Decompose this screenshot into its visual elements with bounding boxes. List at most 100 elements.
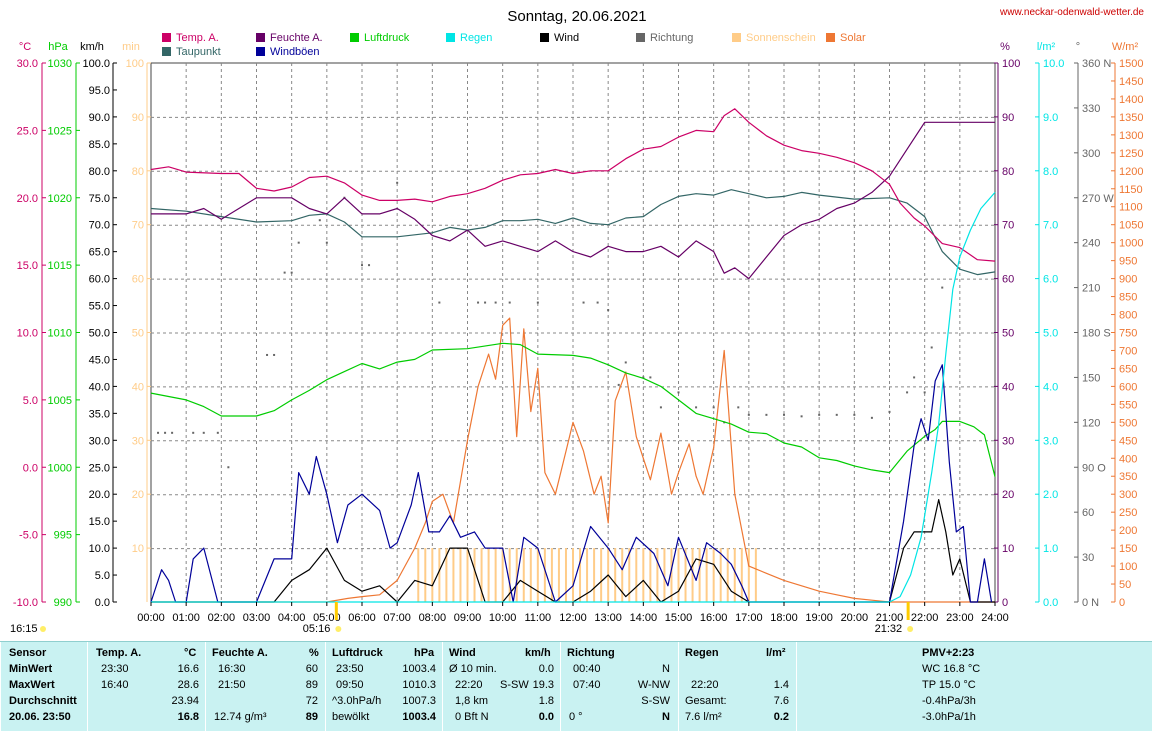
direction-point — [906, 391, 909, 394]
stats-temp-unit: °C — [184, 647, 197, 659]
weather-chart: Sonntag, 20.06.2021 www.neckar-odenwald-… — [10, 7, 1144, 635]
direction-point — [297, 241, 300, 244]
series-line — [151, 192, 996, 603]
tick-label-wind: 65.0 — [89, 247, 110, 259]
legend-swatch — [256, 33, 265, 42]
direction-point — [800, 415, 803, 418]
tick-label-rain: 1.0 — [1043, 543, 1058, 555]
tick-label-wind: 35.0 — [89, 408, 110, 420]
stats-direction-header: Richtung — [567, 647, 615, 659]
stats-row-label: Durchschnitt — [9, 695, 77, 707]
stats-pressure-max: 1010.3 — [402, 679, 436, 691]
direction-point — [930, 346, 933, 349]
series-line — [150, 189, 996, 276]
legend-swatch — [350, 33, 359, 42]
direction-point — [888, 410, 891, 413]
axis-unit-label: l/m² — [1037, 41, 1056, 53]
stats-pressure-unit: hPa — [414, 647, 435, 659]
legend-swatch — [256, 47, 265, 56]
tick-label-humidity: 80 — [1002, 166, 1014, 178]
tick-label-solar: 1000 — [1119, 238, 1143, 250]
stats-humidity-header: Feuchte A. — [212, 647, 268, 659]
tick-label-sunshine: 80 — [132, 166, 144, 178]
tick-label-solar: 1250 — [1119, 148, 1143, 160]
stats-row-label: MinWert — [9, 663, 53, 675]
tick-label-solar: 900 — [1119, 274, 1137, 286]
tick-label-solar: 1500 — [1119, 58, 1143, 70]
stats-temp-min-time: 23:30 — [101, 663, 129, 675]
direction-point — [290, 271, 293, 274]
stats-wind-max-time: 22:20 — [455, 679, 483, 691]
stats-row-label: MaxWert — [9, 679, 55, 691]
tick-label-pressure: 990 — [54, 597, 72, 609]
tick-label-rain: 6.0 — [1043, 274, 1058, 286]
stats-humidity: Feuchte A. % 16:30 60 21:50 89 72 12.74 … — [205, 642, 325, 731]
tick-label-solar: 450 — [1119, 435, 1137, 447]
stats-pressure-current: 1003.4 — [402, 711, 436, 723]
tick-label-humidity: 100 — [1002, 58, 1020, 70]
grid — [150, 62, 996, 603]
tick-label-solar: 1100 — [1119, 202, 1143, 214]
tick-label-solar: 500 — [1119, 417, 1137, 429]
stats-temp-min: 16.6 — [177, 663, 199, 675]
stats-pmv-row: -0.4hPa/3h — [922, 695, 976, 707]
tick-label-humidity: 0 — [1002, 597, 1008, 609]
x-tick-label: 04:00 — [278, 612, 306, 624]
x-tick-label: 16:00 — [700, 612, 728, 624]
tick-label-solar: 1350 — [1119, 112, 1143, 124]
direction-point — [596, 301, 599, 304]
tick-label-dir: 150 — [1082, 372, 1100, 384]
tick-label-solar: 1300 — [1119, 130, 1143, 142]
stats-pressure-trend: ^3.0hPa/h — [332, 695, 382, 707]
tick-label-pressure: 1000 — [48, 462, 72, 474]
tick-label-wind: 85.0 — [89, 139, 110, 151]
direction-point — [624, 361, 627, 364]
stats-wind-max: 19.3 — [532, 679, 554, 691]
stats-sensor: Sensor MinWert MaxWert Durchschnitt 20.0… — [0, 642, 87, 731]
tick-label-dir: 120 — [1082, 417, 1100, 429]
direction-point — [202, 431, 205, 434]
direction-point — [783, 413, 785, 416]
direction-point — [695, 406, 698, 409]
tick-label-rain: 5.0 — [1043, 328, 1058, 340]
tick-label-pressure: 1030 — [48, 58, 72, 70]
stats-temp-max-time: 16:40 — [101, 679, 129, 691]
direction-point — [941, 286, 944, 289]
direction-point — [649, 376, 652, 379]
tick-label-dir: 90 O — [1082, 462, 1106, 474]
direction-point — [273, 353, 276, 356]
direction-point — [835, 413, 838, 416]
tick-label-temp: 0.0 — [23, 462, 38, 474]
tick-label-sunshine: 30 — [132, 435, 144, 447]
tick-label-pressure: 1010 — [48, 328, 72, 340]
tick-label-dir: 300 — [1082, 148, 1100, 160]
tick-label-wind: 10.0 — [89, 543, 110, 555]
website-label[interactable]: www.neckar-odenwald-wetter.de — [999, 7, 1144, 18]
tick-label-solar: 0 — [1119, 597, 1125, 609]
x-axis: 00:00 01:00 02:00 03:00 04:00 05:00 06:00 07:00… — [137, 602, 1009, 624]
series-line — [151, 499, 995, 603]
direction-point — [283, 271, 286, 274]
stats-temp: Temp. A. °C 23:30 16.6 16:40 28.6 23.94 … — [87, 642, 205, 731]
direction-point — [659, 406, 662, 409]
direction-point — [747, 413, 750, 416]
tick-label-solar: 850 — [1119, 292, 1137, 304]
stats-direction-min-time: 00:40 — [573, 663, 601, 675]
tick-label-wind: 0.0 — [95, 597, 110, 609]
tick-label-rain: 3.0 — [1043, 435, 1058, 447]
x-tick-label: 11:00 — [524, 612, 551, 624]
series-line — [150, 342, 996, 477]
x-tick-label: 10:00 — [489, 612, 517, 624]
x-tick-label: 17:00 — [735, 612, 763, 624]
tick-label-dir: 180 S — [1082, 328, 1111, 340]
stats-humidity-avg: 72 — [305, 695, 318, 707]
x-tick-label: 13:00 — [594, 612, 622, 624]
tick-label-wind: 5.0 — [95, 570, 110, 582]
legend-swatch — [826, 33, 835, 42]
legend-swatch — [540, 33, 549, 42]
direction-point — [712, 406, 715, 409]
stats-direction-avg: S-SW — [641, 695, 670, 707]
direction-point — [818, 413, 821, 416]
direction-point — [157, 431, 160, 434]
stats-rain: Regen l/m² 22:20 1.4 Gesamt: 7.6 7.6 l/m… — [678, 642, 796, 731]
